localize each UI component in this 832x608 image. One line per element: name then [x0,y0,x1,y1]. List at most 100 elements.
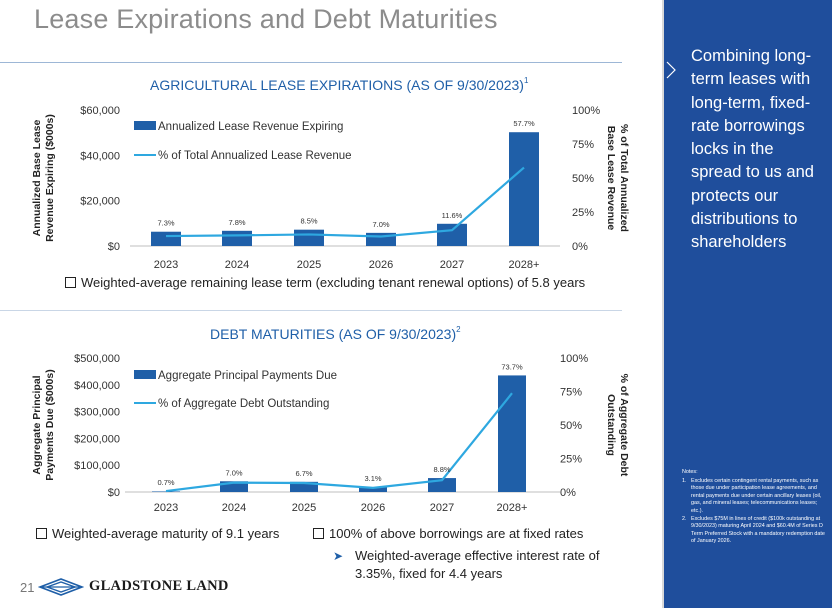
debt-y-tick-label: $300,000 [74,407,120,419]
debt-x-tick-label: 2028+ [497,502,528,514]
interest-rate-sub-bullet: ➤ Weighted-average effective interest ra… [333,547,623,583]
title-divider [0,62,622,63]
lease-y2-tick-label: 75% [572,139,594,151]
lease-percent-label: 7.3% [157,219,174,228]
debt-percent-label: 3.1% [364,474,381,483]
lease-bar [222,230,252,246]
lease-x-tick-label: 2026 [369,259,393,271]
checkbox-icon [36,528,47,539]
line-swatch [134,401,156,404]
line-swatch [134,153,156,156]
bar-swatch [134,121,156,131]
lease-legend-bar: Annualized Lease Revenue Expiring [134,121,343,133]
legend-label: % of Total Annualized Lease Revenue [158,150,352,162]
lease-y2-tick-label: 50% [572,173,594,185]
note-number: 1. [682,477,687,484]
debt-y-tick-label: $0 [108,487,120,499]
logo-text: GLADSTONE LAND [89,578,229,594]
lease-y-tick-label: $20,000 [80,196,120,208]
note-text: Excludes certain contingent rental payme… [691,477,822,514]
debt-y2-tick-label: 0% [560,487,576,499]
fixed-rate-bullet: 100% of above borrowings are at fixed ra… [313,526,583,541]
debt-bar [359,487,387,492]
debt-bar [220,481,248,492]
debt-y2-tick-label: 75% [560,387,582,399]
debt-legend-bar: Aggregate Principal Payments Due [134,370,337,382]
legend-label: Aggregate Principal Payments Due [158,370,337,382]
note-item: 1. Excludes certain contingent rental pa… [682,478,826,516]
bullet-text: Weighted-average maturity of 9.1 years [52,526,280,541]
debt-y2-tick-label: 50% [560,420,582,432]
lease-y2-tick-label: 0% [572,241,588,253]
debt-percent-label: 0.7% [157,478,174,487]
debt-chart-title: DEBT MATURITIES (AS OF 9/30/2023)2 [210,325,461,342]
charts-canvas: $0$20,000$40,000$60,0000%25%50%75%100%20… [74,105,600,514]
debt-x-tick-label: 2024 [222,502,246,514]
debt-x-tick-label: 2026 [361,502,385,514]
page-title: Lease Expirations and Debt Maturities [34,4,498,34]
debt-percent-line [165,392,513,493]
note-item: 2. Excludes $75M in lines of credit ($10… [682,516,826,546]
debt-y2-tick-label: 25% [560,454,582,466]
lease-y-tick-label: $60,000 [80,105,120,117]
debt-chart-title-text: DEBT MATURITIES (AS OF 9/30/2023) [210,326,457,342]
debt-percent-label: 6.7% [295,469,312,478]
lease-term-bullet: Weighted-average remaining lease term (e… [65,275,585,290]
lease-percent-label: 8.5% [300,217,317,226]
debt-bar [498,375,526,492]
bullet-text: Weighted-average remaining lease term (e… [81,275,586,290]
lease-x-tick-label: 2025 [297,259,321,271]
lease-y-tick-label: $40,000 [80,150,120,162]
debt-chart-footnote: 2 [456,325,461,334]
lease-chart-title: AGRICULTURAL LEASE EXPIRATIONS (AS OF 9/… [150,76,528,93]
lease-bar [294,229,324,246]
sidebar-border [662,0,664,608]
lease-percent-label: 7.0% [372,220,389,229]
notes-title: Notes: [682,469,698,475]
lease-legend-line: % of Total Annualized Lease Revenue [134,150,352,162]
debt-y-tick-label: $200,000 [74,433,120,445]
note-text: Excludes $75M in lines of credit ($100k … [691,515,825,545]
debt-x-tick-label: 2025 [292,502,316,514]
debt-percent-label: 7.0% [225,468,242,477]
debt-bar [152,491,180,492]
lease-bar [151,231,181,246]
lease-y2-tick-label: 100% [572,105,600,117]
debt-bar [290,481,318,492]
legend-label: % of Aggregate Debt Outstanding [158,398,330,410]
debt-y-tick-label: $100,000 [74,460,120,472]
debt-x-tick-label: 2027 [430,502,454,514]
checkbox-icon [65,277,76,288]
arrow-right-icon: ➤ [333,549,344,563]
lease-x-tick-label: 2023 [154,259,178,271]
bar-swatch [134,370,156,380]
bullet-text: 100% of above borrowings are at fixed ra… [329,526,584,541]
sidebar-message: Combining long-term leases with long-ter… [691,47,814,252]
debt-y-tick-label: $400,000 [74,380,120,392]
lease-bar [509,132,539,246]
lease-y2-tick-label: 25% [572,207,594,219]
section-divider [0,310,622,311]
gladstone-logo-icon [38,578,84,596]
lease-y-tick-label: $0 [108,241,120,253]
debt-y-tick-label: $500,000 [74,353,120,365]
page-number: 21 [20,580,35,595]
lease-x-tick-label: 2028+ [509,259,540,271]
notes-block: Notes: 1. Excludes certain contingent re… [682,469,826,546]
legend-label: Annualized Lease Revenue Expiring [158,121,344,133]
note-number: 2. [682,515,687,522]
debt-percent-label: 8.8% [433,465,450,474]
checkbox-icon [313,528,324,539]
lease-percent-label: 7.8% [228,218,245,227]
bullet-text: Weighted-average effective interest rate… [355,548,600,581]
lease-x-tick-label: 2027 [440,259,464,271]
debt-y2-tick-label: 100% [560,353,588,365]
lease-x-tick-label: 2024 [225,259,249,271]
lease-percent-label: 11.6% [442,211,463,220]
debt-percent-label: 73.7% [501,362,523,371]
chevron-right-icon [666,61,676,79]
lease-bar [437,223,467,246]
lease-chart-title-text: AGRICULTURAL LEASE EXPIRATIONS (AS OF 9/… [150,77,524,93]
debt-maturity-bullet: Weighted-average maturity of 9.1 years [36,526,279,541]
lease-percent-line [165,166,525,238]
